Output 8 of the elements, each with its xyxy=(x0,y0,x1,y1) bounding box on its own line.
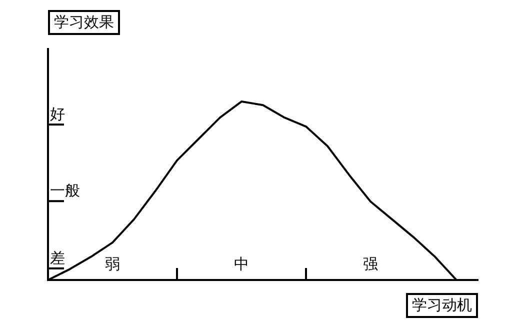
annotation: 好 xyxy=(50,104,65,123)
x-tick-label: 强 xyxy=(363,254,378,273)
x-tick-label: 弱 xyxy=(105,254,120,273)
x-tick-label: 中 xyxy=(234,254,249,273)
annotation: 差 xyxy=(50,248,65,267)
y-axis-title: 学习效果 xyxy=(48,10,120,35)
annotation: 一般 xyxy=(50,182,80,200)
x-axis-title: 学习动机 xyxy=(406,293,478,318)
